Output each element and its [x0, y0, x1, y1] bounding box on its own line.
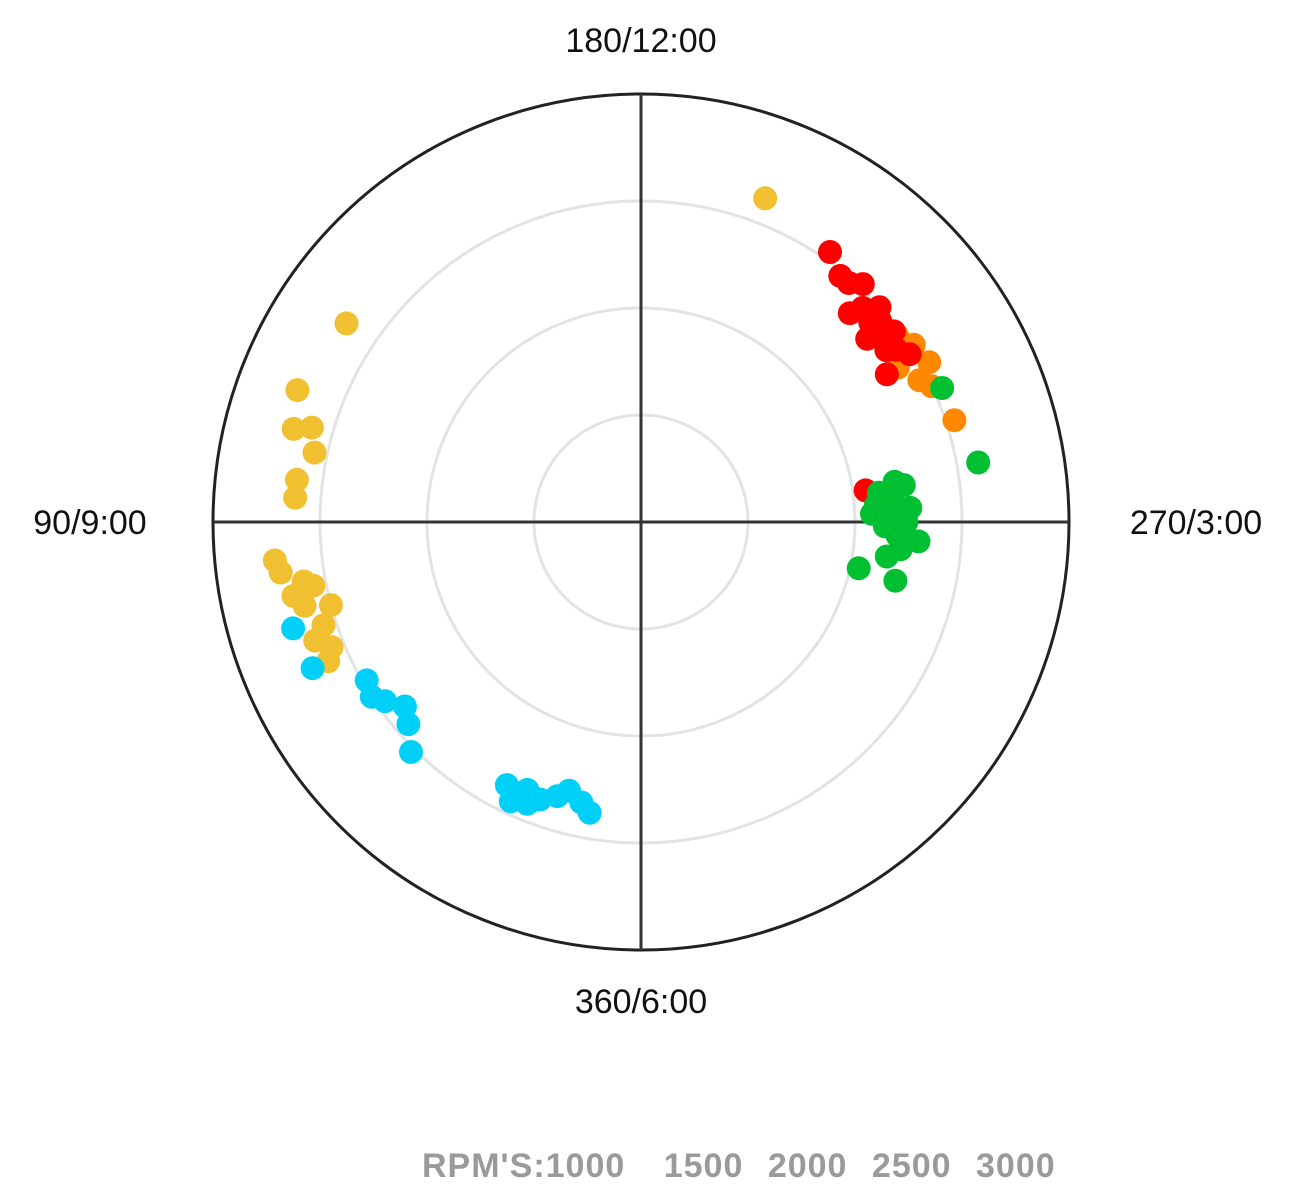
data-point-s4-p18: [883, 568, 908, 593]
data-point-s0-p5: [302, 440, 327, 465]
legend-entry-1500: 1500: [663, 1147, 744, 1185]
data-point-s1-p1: [300, 656, 325, 681]
data-point-s4-p16: [874, 544, 899, 569]
data-point-s3-p3: [850, 272, 875, 297]
data-point-s1-p16: [577, 800, 602, 825]
legend-entry-1000: 1000: [545, 1147, 626, 1185]
angle-label-left: 90/9:00: [33, 504, 146, 542]
legend-prefix: RPM'S:: [422, 1147, 546, 1185]
data-point-s2-p3: [917, 350, 942, 375]
data-points: [262, 186, 991, 825]
data-point-s0-p3: [281, 416, 306, 441]
data-point-s0-p2: [285, 378, 310, 403]
data-point-s0-p0: [753, 186, 778, 211]
angle-label-bottom: 360/6:00: [575, 983, 707, 1021]
legend-entry-2000: 2000: [767, 1147, 848, 1185]
legend-entry-3000: 3000: [976, 1147, 1056, 1185]
angle-label-right: 270/3:00: [1130, 504, 1262, 542]
data-point-s3-p0: [818, 240, 842, 264]
data-point-s4-p1: [966, 450, 991, 475]
data-point-s0-p7: [283, 485, 308, 510]
data-point-s4-p14: [906, 529, 931, 554]
data-point-s3-p11: [881, 319, 906, 344]
data-point-s4-p17: [846, 556, 871, 581]
data-point-s2-p6: [942, 408, 967, 433]
data-point-s0-p14: [318, 593, 343, 618]
data-point-s0-p4: [299, 415, 324, 440]
data-point-s3-p14: [897, 342, 922, 367]
data-point-s3-p15: [874, 362, 899, 387]
data-point-s1-p0: [281, 616, 306, 641]
data-point-s0-p1: [334, 311, 359, 336]
data-point-s1-p7: [399, 740, 423, 764]
data-point-s1-p4: [373, 689, 398, 714]
data-point-s0-p11: [301, 573, 326, 598]
angle-label-top: 180/12:00: [565, 22, 716, 60]
data-point-s4-p0: [930, 376, 955, 400]
legend-prefix-rpm-1000: RPM'S:1000: [422, 1147, 639, 1185]
rpm-legend: RPM'S:1000 1500 2000 2500 3000: [422, 1147, 1070, 1186]
data-point-s0-p9: [268, 560, 293, 585]
data-point-s0-p13: [292, 593, 317, 618]
data-point-s1-p6: [396, 712, 421, 737]
legend-entry-2500: 2500: [871, 1147, 952, 1185]
data-point-s0-p6: [284, 467, 309, 492]
